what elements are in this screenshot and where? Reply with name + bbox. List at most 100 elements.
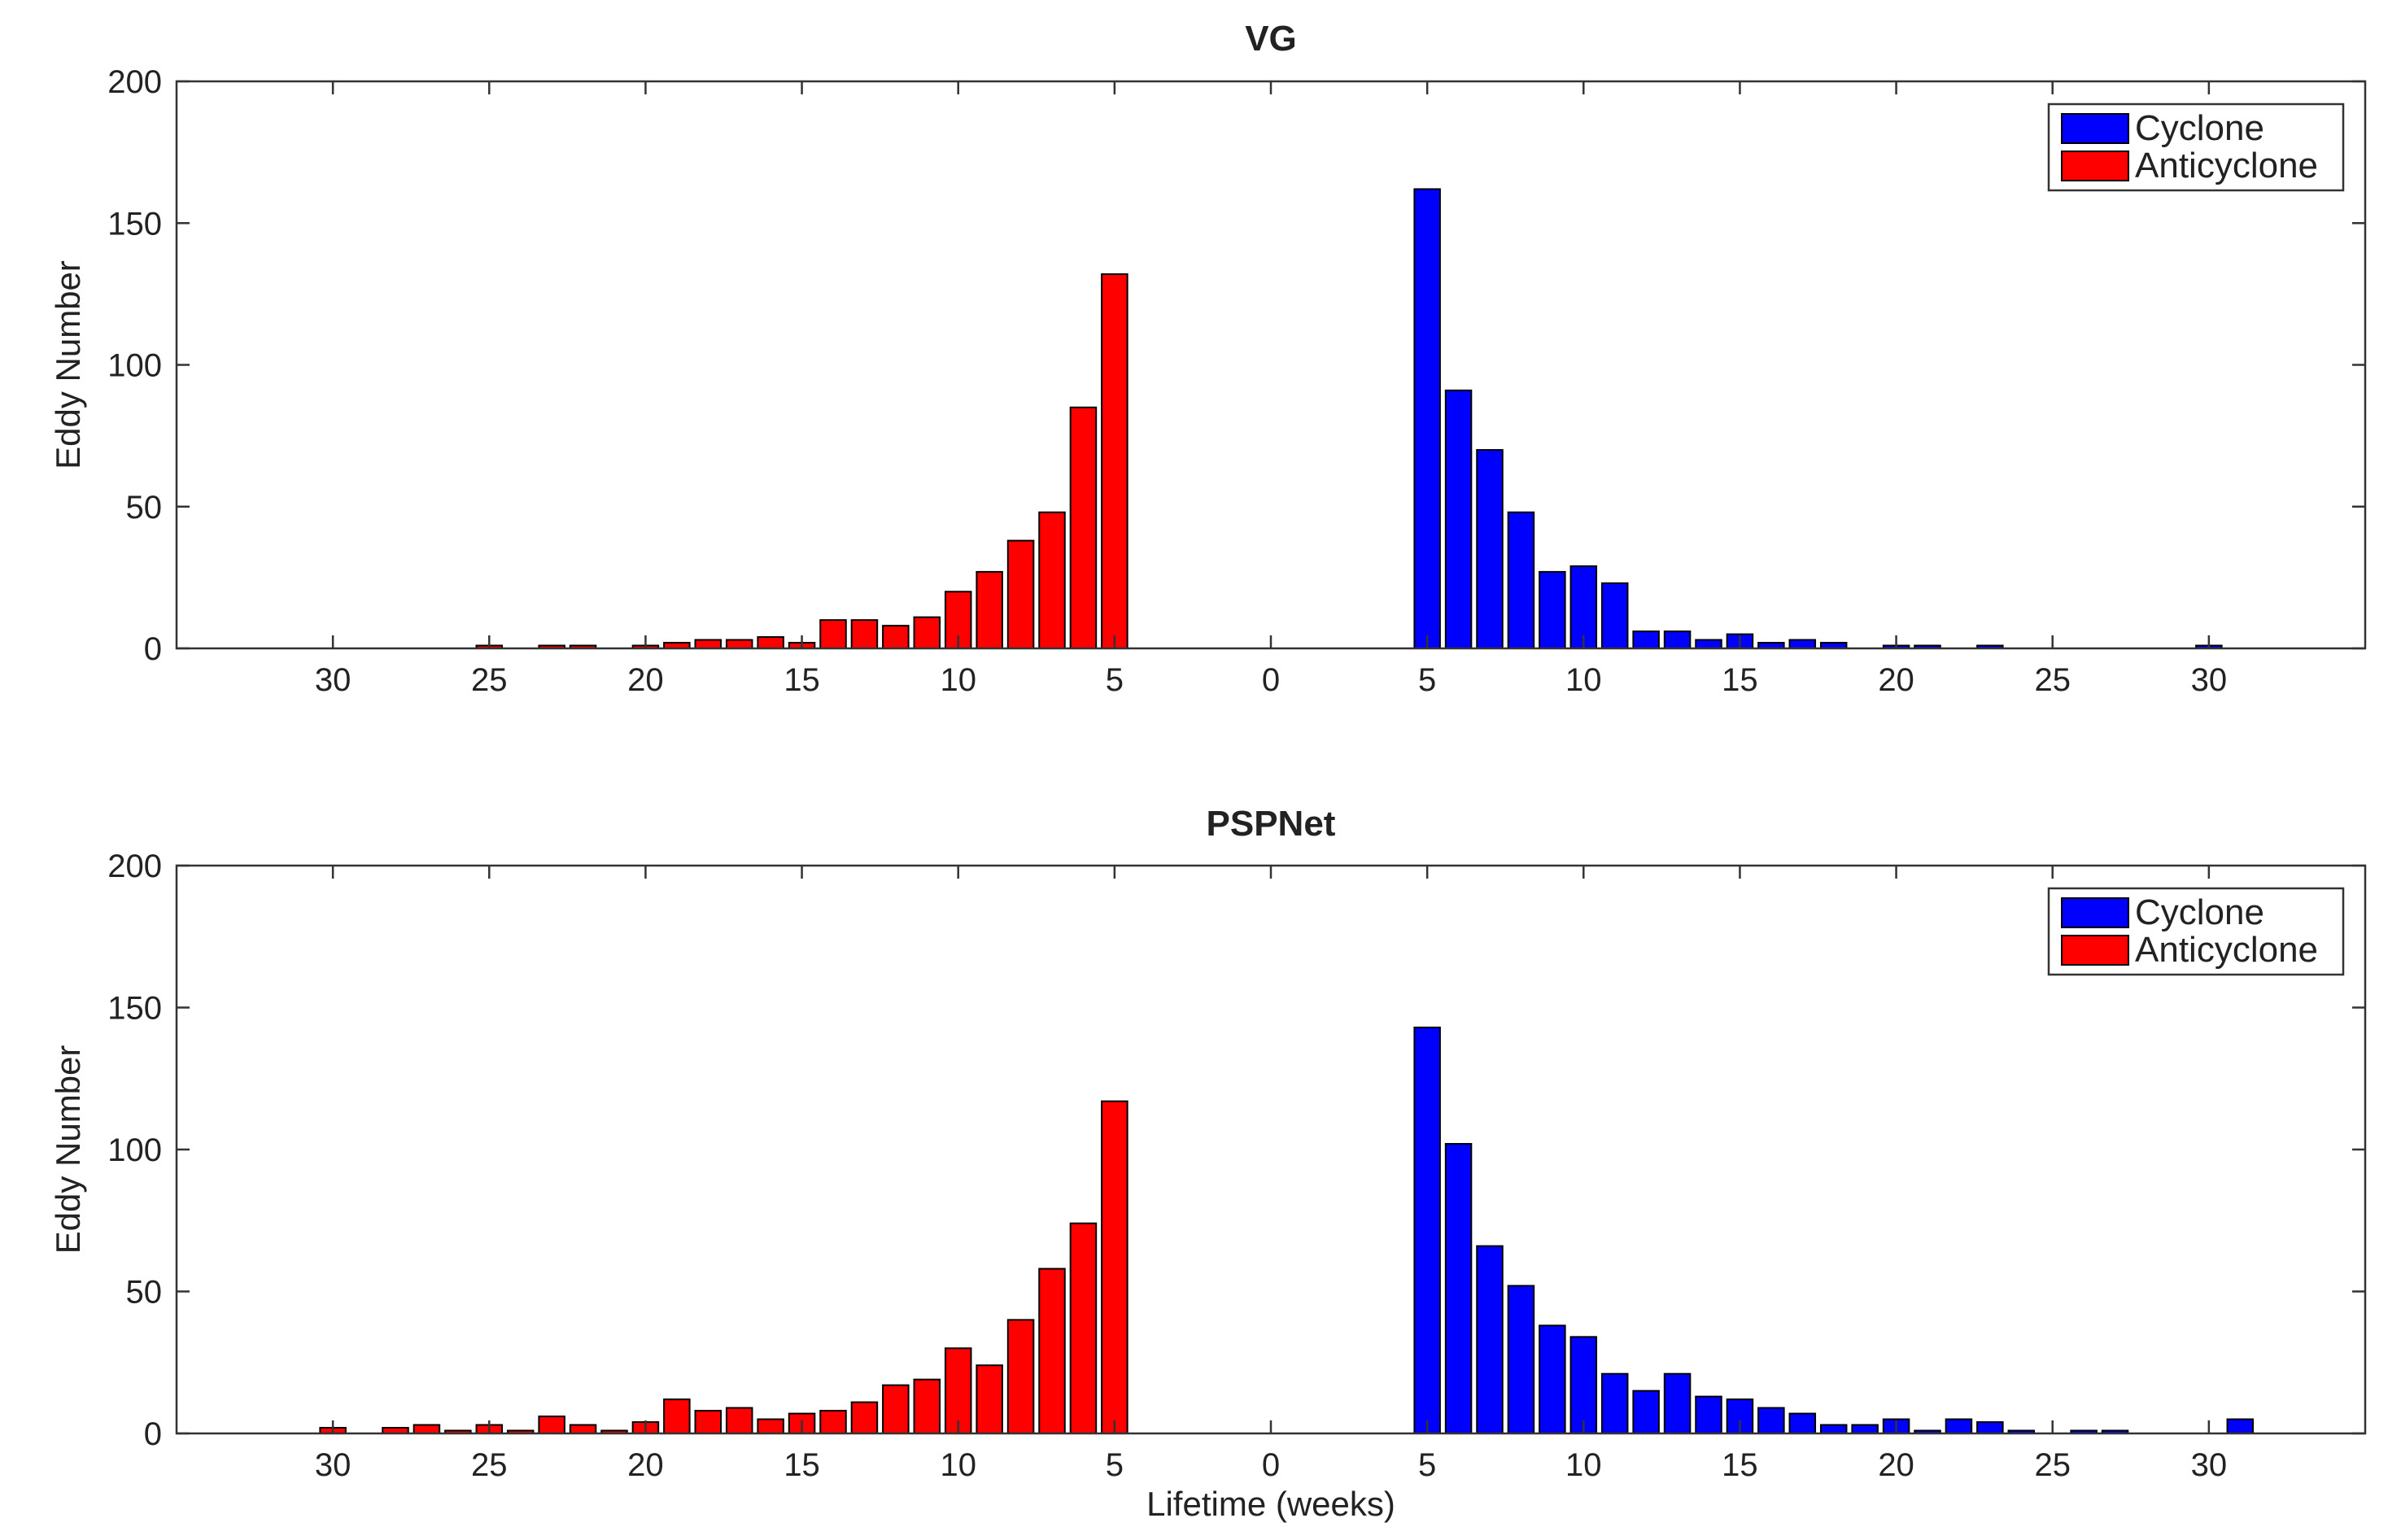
x-tick-label: 10 (1565, 662, 1602, 698)
x-tick-label: 5 (1418, 1447, 1436, 1483)
legend-swatch-cyclone (2061, 113, 2129, 144)
bar-anticyclone-10 (944, 1347, 972, 1435)
y-tick-label: 150 (107, 991, 162, 1027)
x-tick-label: 20 (1878, 662, 1914, 698)
x-tick-label: 30 (2191, 1447, 2228, 1483)
y-tick-label: 100 (107, 348, 162, 384)
bar-cyclone-9 (1539, 570, 1566, 650)
bar-anticyclone-13 (850, 619, 879, 650)
legend-label-anticyclone: Anticyclone (2135, 930, 2318, 970)
bar-cyclone-16 (1757, 1407, 1785, 1434)
bar-cyclone-13 (1663, 630, 1692, 650)
x-tick-label: 0 (1262, 1447, 1280, 1483)
bar-anticyclone-22 (569, 1424, 597, 1435)
bar-cyclone-17 (1788, 1412, 1817, 1434)
x-tick-label: 30 (315, 662, 351, 698)
bar-cyclone-11 (1600, 582, 1629, 649)
bar-cyclone-17 (1788, 639, 1817, 649)
chart-title: PSPNet (1207, 804, 1336, 844)
bar-anticyclone-6 (1069, 1222, 1098, 1434)
bar-cyclone-13 (1663, 1372, 1692, 1434)
bar-cyclone-19 (1851, 1424, 1879, 1435)
bar-anticyclone-16 (757, 636, 784, 649)
x-tick-label: 20 (627, 662, 664, 698)
x-tick-label: 25 (2034, 1447, 2071, 1483)
bar-anticyclone-23 (538, 1416, 565, 1435)
axes-frame (175, 80, 2367, 650)
bar-cyclone-10 (1569, 1336, 1598, 1434)
bar-cyclone-31 (2226, 1418, 2255, 1435)
bar-anticyclone-12 (882, 625, 910, 649)
x-tick-label: 15 (784, 1447, 820, 1483)
x-tick-label: 10 (940, 1447, 976, 1483)
bar-cyclone-5 (1413, 1026, 1441, 1435)
bar-anticyclone-19 (663, 1398, 691, 1434)
bar-cyclone-6 (1444, 389, 1473, 649)
x-tick-label: 15 (1722, 662, 1758, 698)
bar-anticyclone-17 (725, 639, 753, 649)
bar-anticyclone-8 (1006, 1319, 1035, 1435)
axes-frame (175, 864, 2367, 1435)
x-tick-label: 15 (1722, 1447, 1758, 1483)
y-tick-label: 0 (144, 1416, 162, 1452)
series-cyclone (1413, 1026, 2255, 1435)
bar-anticyclone-17 (725, 1407, 753, 1434)
series-anticyclone (475, 273, 1128, 650)
bar-cyclone-23 (1976, 1421, 2004, 1435)
x-tick-label: 30 (315, 1447, 351, 1483)
legend-swatch-anticyclone (2061, 151, 2129, 181)
x-tick-label: 5 (1418, 662, 1436, 698)
x-tick-label: 5 (1106, 662, 1124, 698)
bar-cyclone-7 (1476, 1245, 1504, 1435)
bar-cyclone-11 (1600, 1372, 1629, 1434)
y-tick-label: 200 (107, 849, 162, 884)
x-axis-label: Lifetime (weeks) (1146, 1485, 1395, 1523)
x-tick-label: 10 (1565, 1447, 1602, 1483)
bar-cyclone-9 (1539, 1324, 1566, 1434)
bar-anticyclone-13 (850, 1401, 879, 1434)
bar-anticyclone-16 (757, 1418, 784, 1435)
bar-anticyclone-18 (694, 639, 722, 649)
chart-title: VG (1245, 19, 1297, 59)
bar-anticyclone-11 (913, 1378, 941, 1434)
bar-anticyclone-14 (819, 619, 847, 650)
bar-cyclone-6 (1444, 1143, 1473, 1435)
bar-anticyclone-6 (1069, 406, 1098, 649)
bar-cyclone-8 (1507, 1285, 1535, 1435)
bar-anticyclone-7 (1038, 1267, 1066, 1434)
bar-anticyclone-9 (976, 1364, 1003, 1434)
series-cyclone (1413, 188, 2223, 650)
bar-cyclone-8 (1507, 511, 1535, 649)
x-tick-label: 5 (1106, 1447, 1124, 1483)
x-tick-label: 30 (2191, 662, 2228, 698)
bar-cyclone-14 (1695, 639, 1722, 649)
x-tick-label: 25 (471, 662, 508, 698)
x-tick-label: 20 (1878, 1447, 1914, 1483)
bar-anticyclone-14 (819, 1410, 847, 1434)
bar-cyclone-14 (1695, 1395, 1722, 1435)
legend-label-cyclone: Cyclone (2135, 892, 2264, 932)
series-anticyclone (319, 1100, 1128, 1435)
bar-anticyclone-7 (1038, 511, 1066, 649)
bar-anticyclone-11 (913, 616, 941, 649)
legend-swatch-cyclone (2061, 897, 2129, 928)
legend-label-anticyclone: Anticyclone (2135, 146, 2318, 185)
bar-cyclone-12 (1632, 1389, 1660, 1435)
x-tick-label: 10 (940, 662, 976, 698)
bar-anticyclone-8 (1006, 539, 1035, 649)
bar-anticyclone-27 (413, 1424, 441, 1435)
x-tick-label: 0 (1262, 662, 1280, 698)
x-tick-label: 25 (2034, 662, 2071, 698)
bar-anticyclone-5 (1101, 1100, 1128, 1435)
bar-anticyclone-12 (882, 1384, 910, 1435)
bar-cyclone-12 (1632, 630, 1660, 650)
y-tick-label: 100 (107, 1132, 162, 1168)
y-tick-label: 0 (144, 631, 162, 667)
bar-anticyclone-5 (1101, 273, 1128, 649)
bar-anticyclone-18 (694, 1410, 722, 1434)
bar-anticyclone-9 (976, 570, 1003, 650)
